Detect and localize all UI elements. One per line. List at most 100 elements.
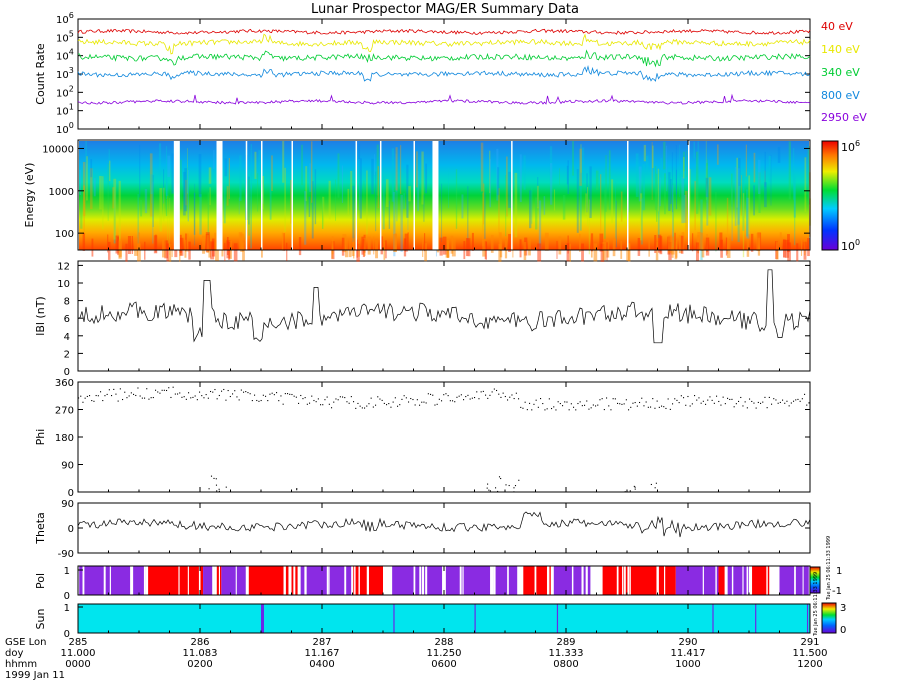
phi-point: [524, 401, 526, 403]
theta-ytick-label: -90: [58, 549, 74, 560]
spectrogram-lowband: [471, 232, 474, 251]
polarity-gap: [443, 566, 446, 595]
phi-point: [130, 392, 132, 394]
spectrogram-lowband: [451, 238, 456, 257]
phi-point: [357, 402, 359, 405]
phi-point: [654, 407, 656, 409]
phi-point: [397, 405, 399, 407]
spectrogram-lowband: [606, 242, 608, 261]
spectrogram-streak: [305, 166, 308, 202]
spectrogram-data-gap: [173, 141, 180, 250]
time-axis-hhmm-label: 0200: [187, 659, 212, 670]
phi-point: [575, 409, 577, 411]
polarity-gap: [794, 566, 796, 595]
spectrogram-streak: [422, 154, 424, 173]
phi-point: [390, 406, 392, 408]
polarity-gap: [622, 566, 624, 595]
time-axis-date: 1999 Jan 11: [5, 670, 65, 681]
spectrogram-lowband: [298, 237, 302, 256]
phi-point: [614, 398, 616, 400]
phi-point: [381, 399, 383, 401]
phi-point: [144, 397, 146, 399]
spectrogram-streak: [187, 148, 188, 195]
spectrogram-streak: [391, 148, 395, 202]
spectrogram-streak: [746, 189, 748, 237]
phi-point: [225, 399, 227, 401]
spectrogram-streak: [497, 167, 500, 196]
phi-point: [709, 396, 711, 398]
polarity-interval: [602, 566, 676, 595]
phi-point: [592, 404, 594, 406]
legend-140ev: 140 eV: [821, 43, 860, 56]
spectrogram-streak: [572, 141, 575, 176]
phi-point: [564, 401, 566, 403]
spectrogram-streak: [165, 179, 169, 196]
phi-point: [221, 390, 223, 392]
spectrogram-streak: [549, 146, 553, 175]
phi-point: [126, 397, 128, 399]
spectrogram-streak: [559, 168, 560, 185]
phi-point: [508, 484, 510, 487]
phi-point: [291, 393, 293, 396]
spectrogram-lowband: [168, 243, 172, 262]
phi-point: [394, 397, 396, 399]
time-axis-doy-label: 11.167: [305, 648, 340, 659]
phi-point: [608, 405, 610, 407]
spectrogram-streak: [139, 144, 141, 198]
spectrogram-streak: [537, 177, 539, 208]
spectrogram-streak: [508, 171, 511, 208]
spectrogram-streak: [113, 178, 117, 240]
phi-point: [513, 487, 515, 489]
spectrogram-streak: [224, 158, 228, 177]
phi-point: [777, 402, 779, 404]
polarity-gap: [702, 566, 704, 595]
spectrogram-streak: [461, 194, 464, 219]
spectrogram-lowband: [579, 233, 581, 252]
spectrogram-streak: [528, 190, 532, 229]
phi-point: [139, 395, 141, 397]
spectrogram-streak: [514, 172, 518, 238]
phi-point: [551, 407, 553, 410]
btotal-ytick-label: 12: [57, 261, 70, 272]
spectrogram-streak: [700, 199, 703, 261]
phi-point: [405, 397, 407, 399]
phi-point: [146, 388, 148, 390]
phi-point: [361, 407, 363, 409]
spectrogram-lowband: [348, 239, 352, 258]
phi-point: [705, 403, 707, 405]
phi-point: [379, 398, 381, 400]
spectrogram-data-gap: [432, 141, 439, 250]
polarity-gap: [130, 566, 132, 595]
phi-ytick-label: 0: [68, 488, 74, 499]
spectrogram-streak: [455, 169, 458, 229]
phi-point: [150, 397, 152, 399]
spectrogram-streak: [675, 144, 677, 195]
spectrogram-lowband: [356, 243, 360, 262]
spectrogram-streak: [166, 146, 167, 200]
polarity-gap: [198, 566, 201, 595]
spectrogram-lowband: [187, 233, 189, 252]
phi-point: [485, 394, 487, 396]
count-rate-ytick-label: 100: [56, 121, 74, 136]
phi-point: [236, 396, 238, 398]
time-axis-doy-label: 11.083: [183, 648, 218, 659]
spectrogram-streak: [395, 154, 397, 192]
phi-point: [293, 395, 295, 397]
spectrogram-streak: [314, 169, 317, 225]
phi-point: [746, 407, 748, 409]
phi-point: [500, 396, 502, 398]
phi-point: [557, 401, 559, 403]
spectrogram-streak: [377, 166, 380, 209]
spectrogram-thin-gap: [413, 141, 415, 250]
phi-point: [650, 483, 652, 486]
phi-point: [215, 478, 217, 480]
phi-point: [488, 489, 490, 491]
spectrogram-colorbar-max: 106: [841, 139, 860, 154]
spectrogram-streak: [579, 148, 582, 186]
phi-point: [412, 398, 414, 401]
spectrogram-lowband: [701, 232, 704, 251]
spectrogram-lowband: [558, 236, 562, 255]
phi-point: [753, 402, 755, 404]
sun-ylabel: Sun: [34, 609, 47, 630]
polarity-gap: [731, 566, 734, 595]
